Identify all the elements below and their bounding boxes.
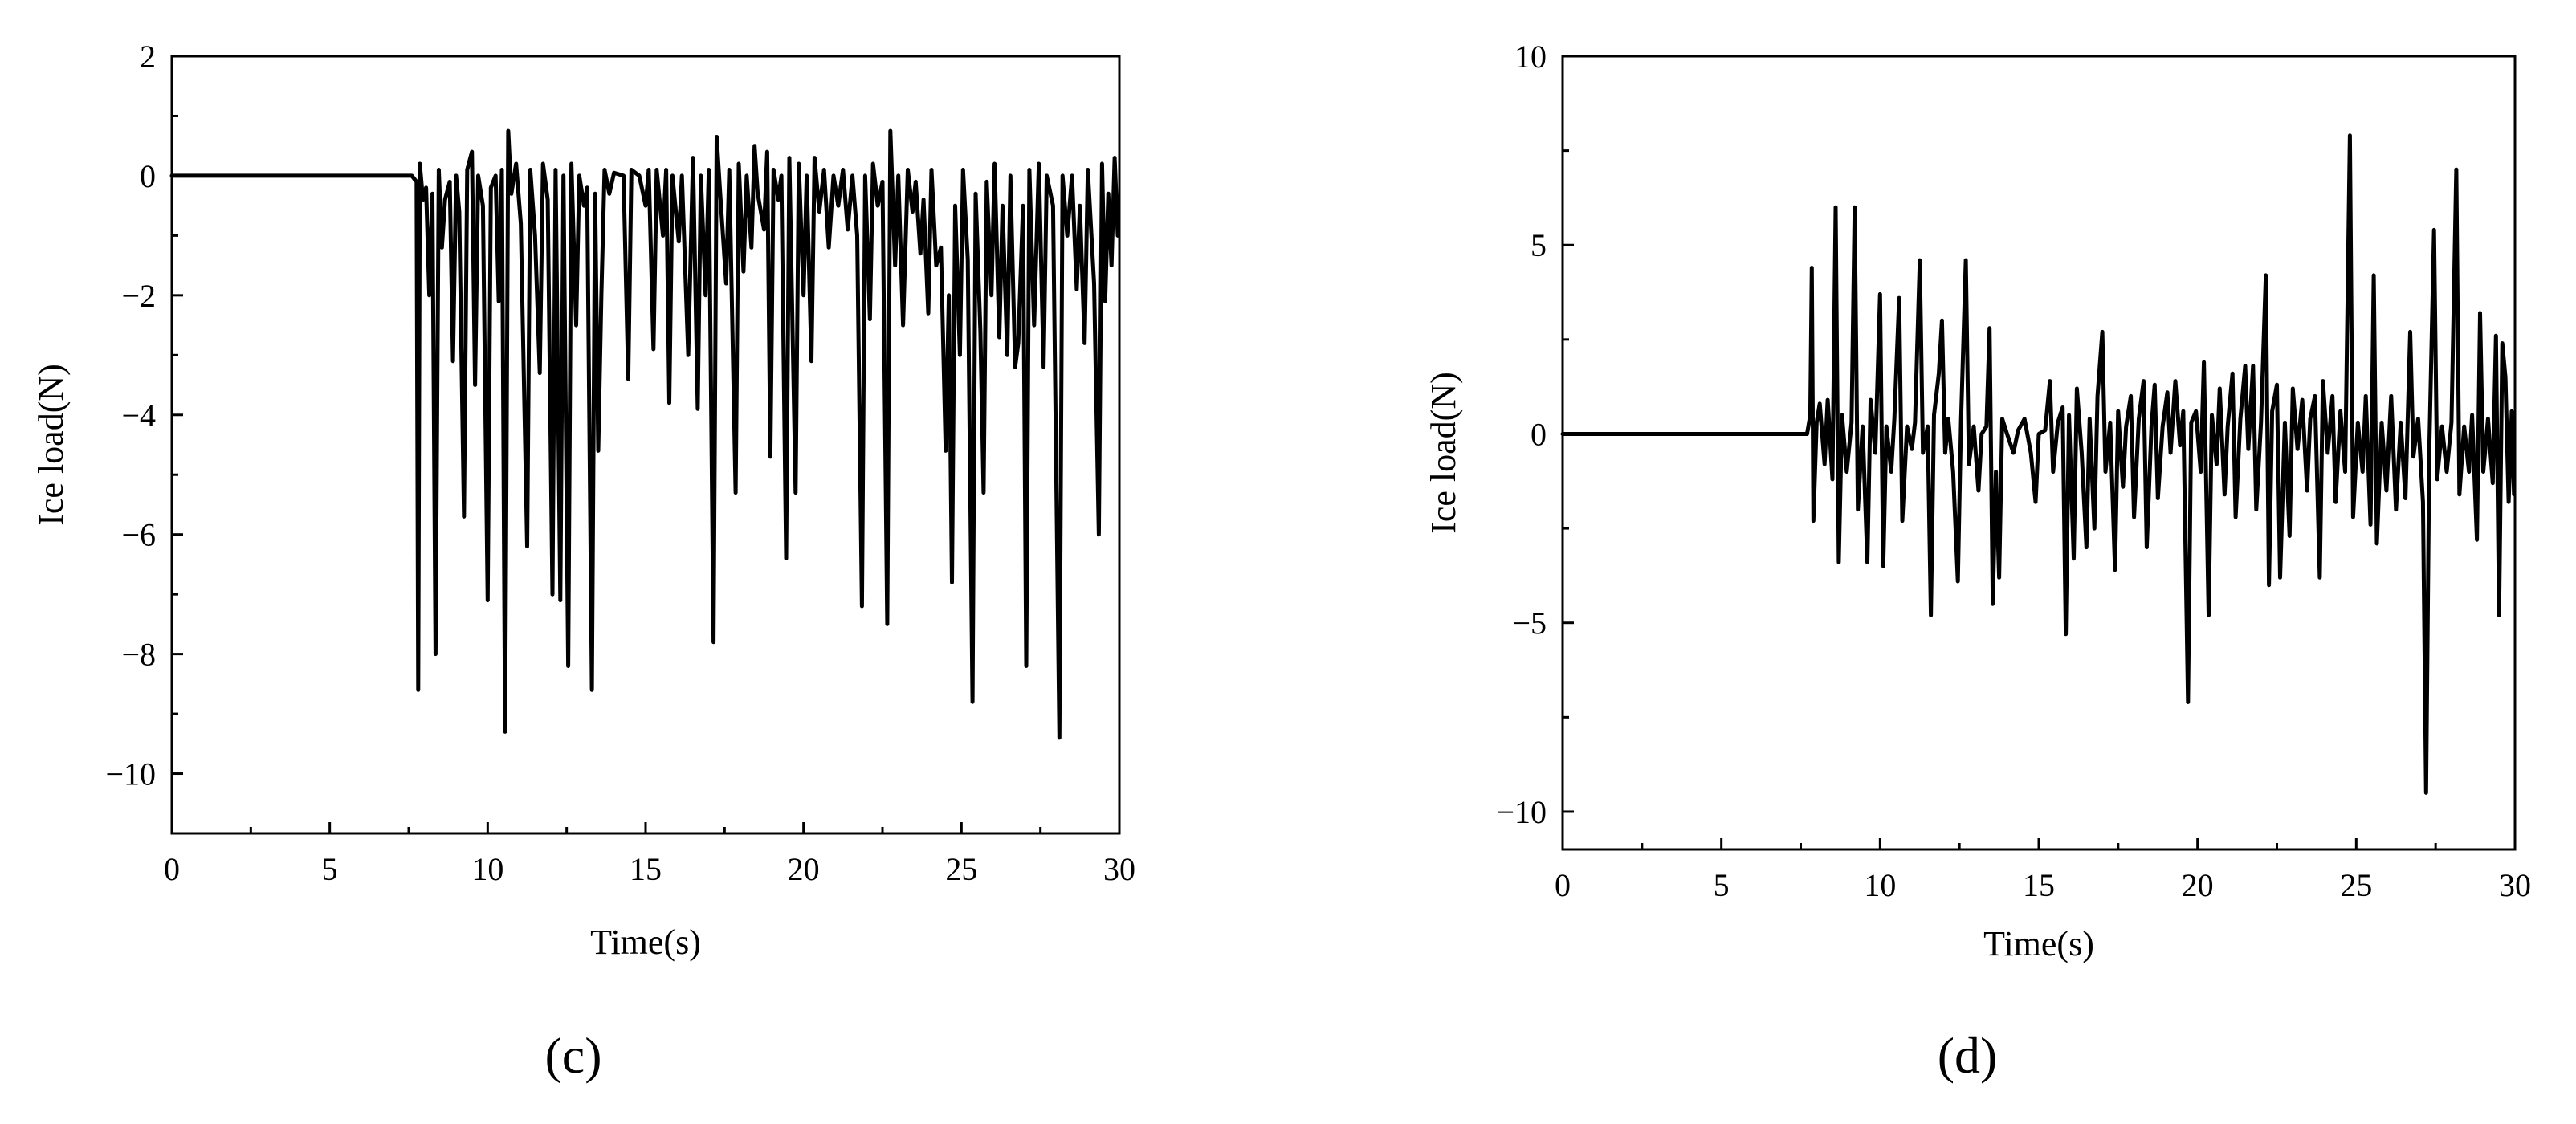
x-tick-label: 0 bbox=[164, 851, 180, 887]
y-tick-label: −8 bbox=[121, 637, 156, 673]
chart-panel-d: 0 5 10 15 20 25 30 10 5 0 −5 −10 Time(s) Ice load(N… bbox=[1424, 39, 2531, 1084]
axes-frame-c bbox=[170, 55, 1121, 835]
y-tick-label: 10 bbox=[1514, 39, 1547, 75]
series-line bbox=[1560, 133, 2517, 795]
y-tick-label: 0 bbox=[1531, 416, 1547, 452]
y-tick-label: −10 bbox=[1496, 794, 1547, 830]
axis-ticks-d: 0 5 10 15 20 25 30 10 5 0 −5 −10 bbox=[1496, 39, 2531, 903]
x-tick-label: 10 bbox=[1864, 867, 1896, 903]
x-tick-label: 30 bbox=[2499, 867, 2531, 903]
y-tick-label: 0 bbox=[140, 158, 156, 194]
x-tick-label: 15 bbox=[630, 851, 662, 887]
x-axis-label-d: Time(s) bbox=[1983, 924, 2094, 963]
series-layer-c bbox=[169, 128, 1120, 740]
y-tick-label: −10 bbox=[105, 756, 156, 792]
x-tick-label: 10 bbox=[471, 851, 503, 887]
x-tick-label: 5 bbox=[1714, 867, 1730, 903]
y-tick-label: −2 bbox=[121, 278, 156, 314]
x-tick-label: 20 bbox=[788, 851, 820, 887]
series-layer-d bbox=[1560, 133, 2517, 795]
x-tick-label: 25 bbox=[945, 851, 977, 887]
x-tick-label: 30 bbox=[1103, 851, 1135, 887]
y-tick-label: −6 bbox=[121, 517, 156, 553]
panel-label-d: (d) bbox=[1938, 1027, 1998, 1084]
x-axis-label-c: Time(s) bbox=[590, 922, 701, 962]
y-tick-label: −4 bbox=[121, 397, 156, 434]
y-tick-label: 5 bbox=[1531, 227, 1547, 263]
series-line bbox=[169, 128, 1120, 740]
y-axis-label-d: Ice load(N) bbox=[1424, 372, 1463, 534]
y-axis-label-c: Ice load(N) bbox=[31, 364, 71, 526]
y-tick-label: −5 bbox=[1512, 605, 1547, 641]
x-tick-label: 25 bbox=[2340, 867, 2372, 903]
panel-label-c: (c) bbox=[544, 1027, 601, 1084]
x-tick-label: 15 bbox=[2023, 867, 2055, 903]
y-tick-label: 2 bbox=[140, 39, 156, 75]
x-tick-label: 20 bbox=[2182, 867, 2214, 903]
x-tick-label: 0 bbox=[1555, 867, 1571, 903]
x-tick-label: 5 bbox=[322, 851, 338, 887]
plot-frame bbox=[170, 55, 1121, 835]
